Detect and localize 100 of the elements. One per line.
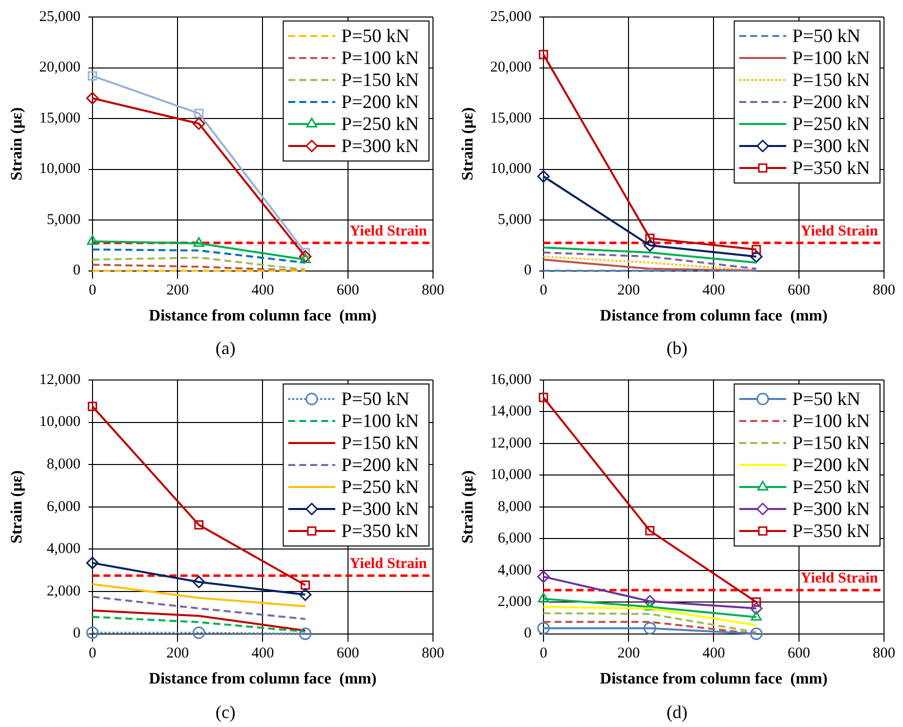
point — [538, 592, 549, 602]
y-tick-label: 10,000 — [39, 414, 80, 430]
y-tick-label: 10,000 — [490, 161, 532, 178]
x-tick-label: 200 — [617, 646, 640, 662]
legend-label: P=50 kN — [341, 388, 410, 410]
point — [86, 626, 99, 639]
legend-label: P=200 kN — [792, 454, 870, 476]
text: (b) — [666, 338, 688, 359]
point — [750, 628, 763, 640]
y-tick-label: 4,000 — [498, 562, 532, 578]
y-tick-label: 0 — [524, 626, 532, 642]
x-tick-label: 600 — [788, 282, 810, 299]
y-axis-title: Strain (με) — [8, 107, 26, 181]
point — [644, 622, 656, 634]
legend-label: P=250 kN — [341, 476, 420, 498]
y-tick-label: 5,000 — [498, 212, 532, 228]
legend-label: P=200 kN — [341, 92, 420, 113]
legend-label: P=300 kN — [341, 136, 420, 157]
y-tick-label: 16,000 — [490, 372, 532, 388]
x-tick-label: 800 — [422, 282, 444, 299]
x-tick-label: 800 — [872, 282, 896, 299]
y-tick-label: 14,000 — [490, 404, 532, 420]
y-tick-label: 6,000 — [498, 530, 532, 547]
x-tick-label: 0 — [88, 282, 96, 299]
x-axis-title: Distance from column face (mm) — [600, 308, 828, 325]
legend-label: P=150 kN — [792, 70, 870, 91]
legend-label: P=350 kN — [792, 158, 870, 179]
x-tick-label: 800 — [422, 646, 444, 662]
point — [192, 117, 206, 130]
text: (a) — [214, 338, 236, 359]
y-tick-label: 20,000 — [39, 60, 80, 76]
point — [192, 626, 206, 639]
point — [644, 239, 656, 252]
legend-label: P=150 kN — [341, 432, 420, 454]
x-tick-label: 600 — [336, 646, 360, 662]
y-tick-label: 12,000 — [39, 372, 80, 388]
legend-label: P=250 kN — [341, 114, 420, 135]
point — [299, 628, 312, 640]
point — [538, 392, 548, 402]
legend-label: P=250 kN — [792, 114, 870, 135]
x-tick-label: 600 — [336, 282, 360, 299]
legend-label: P=300 kN — [792, 498, 870, 520]
x-tick-label: 200 — [166, 646, 189, 662]
point — [300, 580, 310, 590]
y-tick-label: 0 — [72, 262, 80, 279]
legend-label: P=350 kN — [792, 520, 870, 542]
y-axis-title: Strain (με) — [460, 470, 477, 544]
y-tick-label: 15,000 — [39, 110, 80, 126]
x-tick-label: 0 — [540, 282, 548, 299]
y-tick-label: 15,000 — [490, 110, 532, 126]
x-tick-label: 0 — [540, 646, 548, 662]
y-tick-label: 8,000 — [498, 498, 532, 515]
y-tick-label: 20,000 — [490, 60, 532, 76]
legend-label: P=50 kN — [341, 26, 410, 47]
point — [192, 576, 206, 588]
point — [752, 244, 761, 254]
point — [537, 170, 550, 183]
legend-label: P=350 kN — [341, 520, 420, 542]
x-tick-label: 600 — [788, 646, 810, 662]
legend-label: P=300 kN — [341, 498, 420, 520]
ref-line-label: Yield Strain — [800, 223, 879, 240]
point — [299, 588, 312, 601]
x-tick-label: 200 — [617, 282, 640, 299]
point — [645, 526, 655, 536]
point — [750, 250, 763, 263]
y-tick-label: 2,000 — [46, 583, 80, 600]
y-tick-label: 25,000 — [490, 8, 532, 25]
x-tick-label: 800 — [872, 646, 896, 662]
legend-label: P=100 kN — [792, 48, 870, 69]
point — [537, 570, 550, 583]
point — [752, 597, 761, 607]
x-tick-label: 400 — [702, 646, 725, 662]
legend-label: P=200 kN — [341, 454, 420, 476]
y-tick-label: 0 — [72, 626, 80, 642]
x-axis-title: Distance from column face (mm) — [148, 670, 377, 688]
legend-label: P=50 kN — [792, 26, 861, 47]
text: (c) — [214, 702, 236, 723]
x-axis-title: Distance from column face (mm) — [148, 308, 377, 325]
point — [299, 250, 312, 263]
legend-label: P=100 kN — [792, 410, 870, 432]
point — [88, 402, 98, 412]
ref-line-label: Yield Strain — [350, 556, 428, 572]
point — [86, 235, 98, 245]
text: (d) — [666, 702, 688, 723]
point — [644, 600, 656, 610]
x-tick-label: 400 — [702, 282, 725, 299]
legend-label: P=150 kN — [792, 432, 870, 454]
point — [645, 234, 655, 243]
point — [88, 71, 98, 81]
point — [537, 622, 550, 634]
y-tick-label: 0 — [524, 262, 532, 279]
y-tick-label: 25,000 — [39, 8, 80, 25]
y-tick-label: 6,000 — [46, 498, 80, 515]
x-axis-title: Distance from column face (mm) — [600, 670, 828, 688]
legend-label: P=150 kN — [341, 70, 420, 91]
point — [300, 253, 311, 264]
x-tick-label: 200 — [166, 282, 189, 299]
point — [750, 602, 763, 615]
legend-label: P=100 kN — [341, 410, 420, 432]
ref-line-label: Yield Strain — [350, 223, 428, 240]
